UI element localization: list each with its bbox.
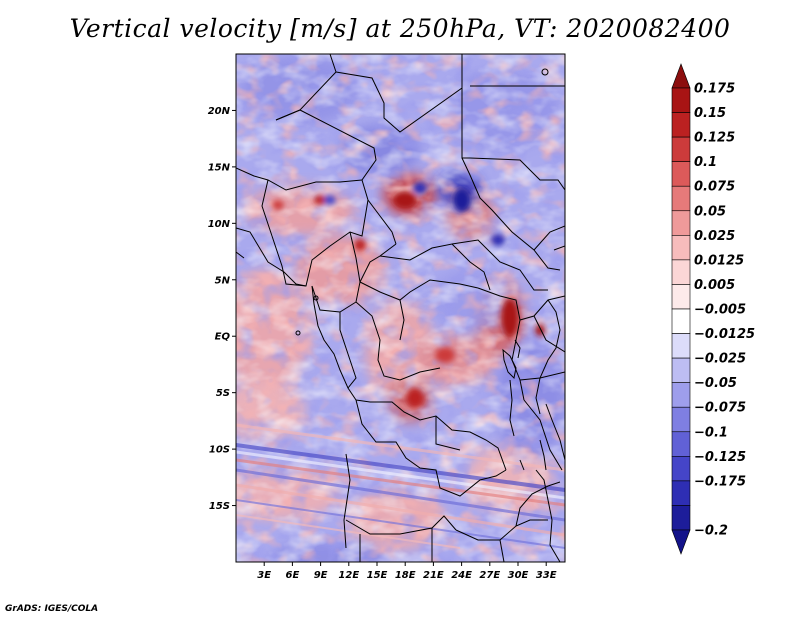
lon-tick-label: 3E — [257, 570, 271, 581]
colorbar-swatch — [671, 456, 691, 482]
colorbar-label: 0.025 — [694, 229, 735, 244]
colorbar-swatch — [671, 357, 691, 383]
lon-tick-label: 9E — [314, 570, 328, 581]
colorbar-swatch — [671, 87, 691, 113]
lon-tick-label: 33E — [536, 570, 557, 581]
colorbar-swatch — [671, 406, 691, 433]
colorbar-label: 0.15 — [694, 106, 726, 121]
colorbar-label: −0.2 — [694, 524, 728, 539]
colorbar-swatch — [671, 284, 691, 310]
longitude-axis: 3E 6E 9E 12E 15E 18E 21E 24E 27E 30E 33E — [257, 562, 557, 581]
lat-tick-label: 5N — [215, 275, 231, 286]
lon-tick-label: 12E — [338, 570, 359, 581]
vertical-velocity-field — [236, 54, 565, 562]
colorbar-label: −0.05 — [694, 376, 737, 391]
colorbar-swatch — [671, 136, 691, 162]
lat-tick-label: 20N — [208, 106, 231, 117]
colorbar-swatch — [671, 480, 691, 506]
colorbar-label: −0.005 — [694, 303, 746, 318]
lat-tick-label: 10N — [208, 219, 231, 230]
colorbar-swatch — [671, 112, 691, 138]
colorbar-label: −0.0125 — [694, 327, 755, 342]
colorbar-label: −0.175 — [694, 474, 746, 489]
colorbar-bottom-arrow — [671, 529, 691, 555]
colorbar-label: 0.075 — [694, 180, 735, 195]
colorbar-swatch — [671, 235, 691, 261]
colorbar-label: 0.1 — [694, 155, 717, 170]
colorbar-swatch — [671, 382, 691, 408]
lat-tick-label: 15S — [209, 501, 230, 512]
colorbar-label: −0.125 — [694, 450, 746, 465]
lon-tick-label: 30E — [508, 570, 529, 581]
lon-tick-label: 6E — [286, 570, 300, 581]
lon-tick-label: 15E — [367, 570, 388, 581]
colorbar-swatch — [671, 505, 691, 531]
grads-credit: GrADS: IGES/COLA — [5, 604, 99, 614]
colorbar-swatch — [671, 308, 691, 334]
colorbar-label: −0.1 — [694, 425, 728, 440]
colorbar-swatch — [671, 333, 691, 359]
colorbar-label: −0.025 — [694, 352, 746, 367]
colorbar-swatch — [671, 210, 691, 236]
lat-tick-label: EQ — [215, 332, 231, 343]
lon-tick-label: 27E — [479, 570, 500, 581]
lon-tick-label: 18E — [395, 570, 416, 581]
map-frame — [235, 53, 566, 563]
colorbar-label: 0.0125 — [694, 253, 744, 268]
colorbar-label: 0.005 — [694, 278, 735, 293]
map-title: Vertical velocity [m/s] at 250hPa, VT: 2… — [69, 14, 731, 43]
colorbar-label: 0.05 — [694, 204, 726, 219]
lon-tick-label: 24E — [451, 570, 472, 581]
colorbar-top-arrow — [671, 63, 691, 89]
lat-tick-label: 5S — [216, 388, 230, 399]
colorbar-swatch — [671, 161, 691, 187]
lat-tick-label: 15N — [208, 162, 231, 173]
colorbar-swatch — [671, 259, 691, 285]
colorbar-label: 0.125 — [694, 131, 735, 146]
political-boundaries — [236, 54, 565, 562]
colorbar: 0.175 0.15 0.125 0.1 0.075 0.05 0.025 0.0125 0.0… — [671, 63, 755, 555]
lat-tick-label: 10S — [209, 445, 230, 456]
latitude-axis: 20N 15N 10N 5N EQ 5S 10S 15S — [208, 106, 236, 512]
colorbar-swatch — [671, 431, 691, 457]
colorbar-swatch — [671, 185, 691, 212]
colorbar-label: 0.175 — [694, 82, 735, 97]
colorbar-label: −0.075 — [694, 401, 746, 416]
lon-tick-label: 21E — [423, 570, 444, 581]
